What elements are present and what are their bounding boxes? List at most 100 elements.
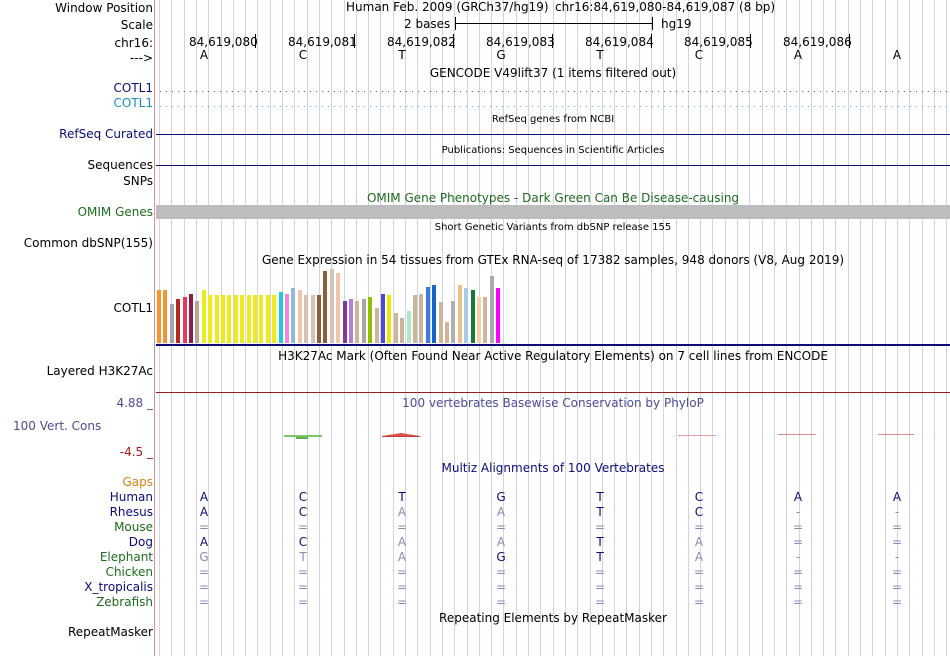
gtex-tissue-bar[interactable] (496, 288, 501, 343)
grid-line (626, 0, 627, 656)
gtex-tissue-bar[interactable] (297, 290, 302, 343)
multiz-species-label[interactable]: Zebrafish (96, 595, 153, 609)
gtex-tissue-bar[interactable] (208, 295, 213, 343)
gtex-tissue-bar[interactable] (477, 297, 481, 343)
gtex-tissue-bar[interactable] (387, 295, 392, 343)
gtex-tissue-bar[interactable] (214, 295, 219, 343)
gencode-title[interactable]: GENCODE V49lift37 (1 items filtered out) (429, 66, 677, 80)
gtex-tissue-bar[interactable] (304, 295, 309, 343)
gtex-tissue-bar[interactable] (201, 290, 206, 343)
gtex-tissue-bar[interactable] (355, 301, 360, 343)
sequences-label[interactable]: Sequences (87, 158, 153, 172)
cotl1-transcript-2[interactable] (156, 101, 950, 107)
gtex-tissue-bar[interactable] (291, 288, 296, 343)
omim-title[interactable]: OMIM Gene Phenotypes - Dark Green Can Be… (366, 191, 740, 205)
gtex-tissue-bar[interactable] (278, 292, 283, 343)
multiz-species-label[interactable]: Mouse (114, 520, 153, 534)
phylop-label[interactable]: 100 Vert. Cons (13, 419, 102, 433)
multiz-species-label[interactable]: Chicken (105, 565, 153, 579)
repeatmasker-title[interactable]: Repeating Elements by RepeatMasker (439, 611, 667, 625)
multiz-title[interactable]: Multiz Alignments of 100 Vertebrates (441, 461, 665, 475)
gtex-tissue-bar[interactable] (221, 295, 225, 343)
gtex-tissue-bar[interactable] (163, 290, 168, 343)
gtex-tissue-bar[interactable] (425, 287, 430, 343)
h3k27ac-title[interactable]: H3K27Ac Mark (Often Found Near Active Re… (278, 349, 828, 363)
omim-gene-bar[interactable] (156, 205, 950, 219)
dbsnp-label[interactable]: Common dbSNP(155) (23, 236, 153, 250)
cotl1-transcript-1[interactable] (156, 86, 950, 92)
snps-label[interactable]: SNPs (123, 174, 153, 188)
multiz-species-label[interactable]: Rhesus (109, 505, 153, 519)
gtex-tissue-bar[interactable] (342, 301, 347, 343)
gtex-tissue-bar[interactable] (265, 295, 270, 343)
gtex-tissue-bar[interactable] (361, 299, 366, 343)
gtex-tissue-bar[interactable] (233, 295, 238, 343)
multiz-base: = (198, 565, 210, 579)
gtex-tissue-bar[interactable] (381, 294, 385, 343)
gtex-tissue-bar[interactable] (368, 297, 373, 343)
grid-line (909, 0, 910, 656)
gtex-tissue-bar[interactable] (413, 295, 417, 343)
gtex-tissue-bar[interactable] (432, 285, 437, 343)
ruler-coordinate: 84,619,081 (288, 35, 357, 49)
gtex-tissue-bar[interactable] (272, 295, 277, 343)
multiz-species-label[interactable]: Dog (128, 535, 153, 549)
gtex-tissue-bar[interactable] (195, 301, 200, 343)
multiz-base: G (496, 490, 506, 504)
gtex-tissue-bar[interactable] (259, 295, 264, 343)
multiz-base: G (199, 550, 209, 564)
multiz-species-label[interactable]: X_tropicalis (84, 580, 153, 594)
gtex-tissue-bar[interactable] (285, 294, 289, 343)
gtex-tissue-bar[interactable] (240, 295, 245, 343)
grid-line (614, 0, 615, 656)
gaps-label[interactable]: Gaps (122, 475, 153, 489)
h3k27ac-label[interactable]: Layered H3K27Ac (46, 364, 153, 378)
grid-line (639, 0, 640, 656)
refseq-label[interactable]: RefSeq Curated (59, 127, 153, 141)
gtex-tissue-bar[interactable] (483, 297, 488, 343)
gencode-label-1[interactable]: COTL1 (113, 81, 153, 95)
gtex-tissue-bar[interactable] (336, 273, 341, 343)
gtex-tissue-bar[interactable] (176, 299, 181, 343)
gtex-tissue-bar[interactable] (323, 271, 328, 343)
gtex-tissue-bar[interactable] (489, 276, 494, 343)
gtex-tissue-bar[interactable] (253, 295, 257, 343)
gtex-tissue-bar[interactable] (464, 288, 469, 343)
gtex-tissue-bar[interactable] (374, 308, 379, 343)
gtex-tissue-bar[interactable] (470, 290, 475, 343)
multiz-base: T (596, 535, 604, 549)
gtex-tissue-bar[interactable] (182, 297, 187, 343)
gtex-tissue-bar[interactable] (169, 304, 174, 343)
multiz-species-label[interactable]: Elephant (99, 550, 153, 564)
gtex-tissue-bar[interactable] (451, 301, 456, 343)
gtex-tissue-bar[interactable] (157, 290, 161, 343)
gtex-tissue-bar[interactable] (329, 269, 334, 343)
gtex-tissue-bar[interactable] (419, 294, 424, 343)
multiz-base: A (397, 535, 407, 549)
repeatmasker-label[interactable]: RepeatMasker (67, 625, 153, 639)
gtex-tissue-bar[interactable] (393, 313, 398, 343)
gtex-tissue-bar[interactable] (457, 285, 462, 343)
gtex-tissue-bar[interactable] (189, 294, 193, 343)
publications-title[interactable]: Publications: Sequences in Scientific Ar… (441, 145, 665, 156)
gtex-label[interactable]: COTL1 (113, 301, 153, 315)
gtex-tissue-bar[interactable] (400, 318, 405, 343)
gtex-tissue-bar[interactable] (310, 295, 315, 343)
ruler-base: A (793, 48, 803, 62)
gtex-tissue-bar[interactable] (438, 302, 443, 343)
gtex-title[interactable]: Gene Expression in 54 tissues from GTEx … (261, 253, 845, 267)
gtex-tissue-bar[interactable] (445, 322, 449, 343)
multiz-species-label[interactable]: Human (109, 490, 153, 504)
gtex-tissue-bar[interactable] (246, 295, 251, 343)
gtex-tissue-bar[interactable] (349, 299, 353, 343)
phylop-title[interactable]: 100 vertebrates Basewise Conservation by… (402, 396, 704, 410)
gtex-tissue-bar[interactable] (227, 295, 232, 343)
gtex-tissue-bar[interactable] (406, 311, 411, 343)
gencode-label-2[interactable]: COTL1 (113, 96, 153, 110)
gtex-tissue-bar[interactable] (317, 295, 321, 343)
phylop-scores[interactable] (156, 428, 950, 442)
refseq-title[interactable]: RefSeq genes from NCBI (491, 114, 615, 125)
dbsnp-title[interactable]: Short Genetic Variants from dbSNP releas… (434, 222, 672, 233)
gtex-expression-bars[interactable] (156, 268, 536, 343)
omim-label[interactable]: OMIM Genes (77, 205, 153, 219)
